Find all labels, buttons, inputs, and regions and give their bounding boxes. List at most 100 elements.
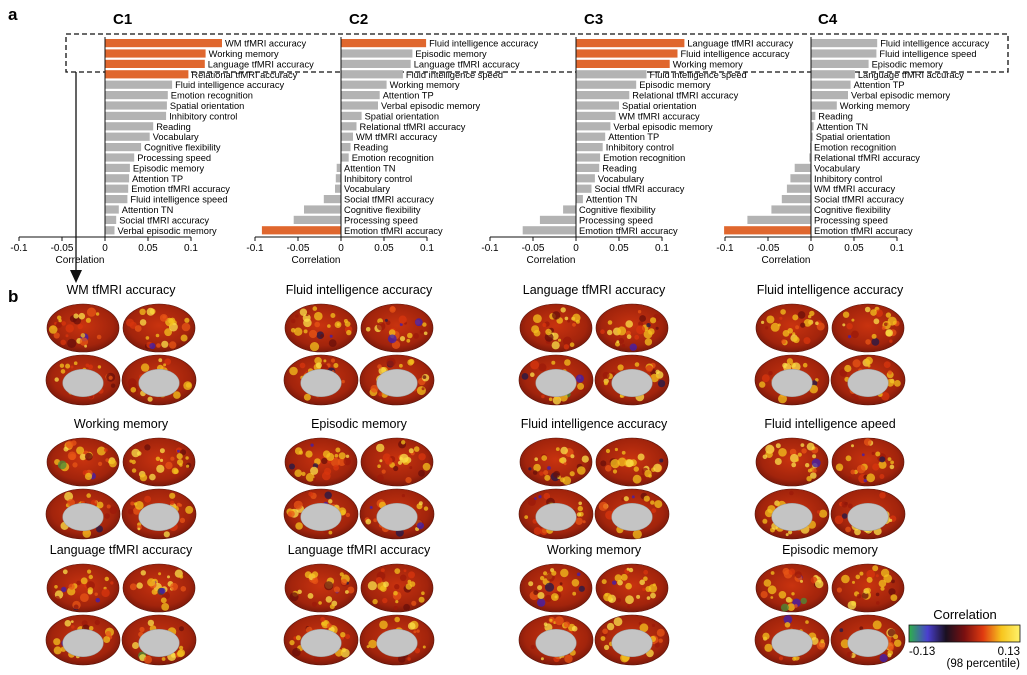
bar	[105, 184, 129, 193]
bar	[811, 39, 878, 48]
bar	[576, 122, 611, 131]
brain-map: Episodic memory	[283, 417, 435, 540]
bar-label: Fluid intelligence accuracy	[681, 49, 790, 59]
brain-map-title: Language tfMRI accuracy	[50, 543, 193, 557]
bar	[781, 195, 811, 204]
panel-label-b: b	[8, 287, 18, 306]
bar	[293, 215, 341, 224]
bar	[341, 39, 427, 48]
colorbar-bar	[908, 624, 1021, 643]
brain-maps: WM tfMRI accuracy Working memory Language …	[45, 283, 906, 666]
brain-lateral-view	[284, 437, 358, 487]
brain-medial-view	[121, 354, 197, 406]
highlight-box	[65, 33, 1009, 73]
bar	[341, 122, 357, 131]
chart-title: C4	[818, 11, 838, 28]
bar	[794, 163, 811, 172]
bar-label: Inhibitory control	[606, 143, 674, 153]
x-tick-label: 0.1	[420, 243, 434, 254]
brain-map: Language tfMRI accuracy	[283, 543, 435, 666]
bar	[105, 111, 167, 120]
colorbar-note: (98 percentile)	[946, 658, 1020, 670]
bar	[105, 215, 117, 224]
bar-label: Processing speed	[814, 215, 888, 225]
bar	[771, 205, 811, 214]
x-tick-label: -0.1	[716, 243, 734, 254]
bar-label: Reading	[818, 111, 853, 121]
brain-map: Episodic memory	[754, 543, 906, 666]
bar-label: WM tfMRI accuracy	[225, 39, 306, 49]
brain-medial-view	[45, 488, 121, 540]
bar	[323, 195, 341, 204]
bar-label: Social tfMRI accuracy	[344, 195, 434, 205]
bar-label: Vocabulary	[153, 132, 199, 142]
brain-map: Language tfMRI accuracy	[518, 283, 670, 406]
bar	[105, 49, 206, 58]
bar	[747, 215, 811, 224]
brain-medial-view	[283, 488, 359, 540]
bar	[304, 205, 341, 214]
bar	[576, 49, 678, 58]
x-tick-label: 0	[338, 243, 344, 254]
brain-medial-view	[754, 488, 830, 540]
bar-label: Vocabulary	[344, 184, 390, 194]
bar-label: Attention TN	[817, 122, 869, 132]
bar	[811, 91, 848, 100]
bar-label: Verbal episodic memory	[381, 101, 481, 111]
bar	[105, 101, 167, 110]
bar	[105, 195, 128, 204]
x-tick-label: -0.1	[10, 243, 28, 254]
bar-label: Working memory	[840, 101, 910, 111]
brain-lateral-view	[755, 563, 829, 613]
colorbar-min-label: -0.13	[909, 646, 935, 658]
bar	[341, 132, 353, 141]
bar-label: Working memory	[390, 80, 460, 90]
x-tick-label: 0	[808, 243, 814, 254]
bar	[576, 174, 595, 183]
brain-lateral-view	[831, 563, 905, 613]
bar-label: Inhibitory control	[814, 174, 882, 184]
bar	[261, 226, 341, 235]
bar-label: Fluid intelligence accuracy	[880, 39, 989, 49]
brain-map: Fluid intelligence apeed	[754, 417, 906, 540]
bar-label: Processing speed	[579, 215, 653, 225]
bar-label: Attention TN	[344, 163, 396, 173]
bar	[563, 205, 576, 214]
bar	[105, 132, 150, 141]
brain-medial-view	[359, 614, 435, 666]
bar-label: Processing speed	[344, 215, 418, 225]
bar-label: Relational tfMRI accuracy	[632, 91, 738, 101]
x-tick-label: -0.05	[522, 243, 545, 254]
bar	[576, 163, 600, 172]
bar	[811, 122, 814, 131]
bar	[335, 174, 341, 183]
brain-lateral-view	[595, 437, 669, 487]
bar-label: Emotion tfMRI accuracy	[131, 184, 230, 194]
bar-label: Verbal episodic memory	[613, 122, 713, 132]
x-axis-label: Correlation	[527, 255, 576, 266]
bar	[105, 205, 119, 214]
bar-label: Episodic memory	[133, 163, 205, 173]
bar-label: Language tfMRI accuracy	[687, 39, 793, 49]
brain-map-title: Fluid intelligence accuracy	[286, 283, 433, 297]
brain-map-title: Fluid intelligence apeed	[764, 417, 895, 431]
bar-label: Fluid intelligence accuracy	[429, 39, 538, 49]
bar	[105, 122, 154, 131]
brain-map: Working memory	[45, 417, 197, 540]
bar	[811, 80, 851, 89]
bar-label: Reading	[156, 122, 191, 132]
brain-medial-view	[121, 488, 197, 540]
x-tick-label: -0.05	[287, 243, 310, 254]
bar-label: WM tfMRI accuracy	[814, 184, 895, 194]
x-tick-label: 0.1	[655, 243, 669, 254]
bar	[576, 143, 603, 152]
brain-lateral-view	[360, 563, 434, 613]
brain-lateral-view	[360, 303, 434, 353]
bar-label: Working memory	[209, 49, 279, 59]
bar	[341, 101, 378, 110]
bar	[105, 70, 189, 79]
bar-label: Spatial orientation	[170, 101, 244, 111]
x-tick-label: 0	[573, 243, 579, 254]
bar	[786, 184, 811, 193]
brain-lateral-view	[46, 303, 120, 353]
